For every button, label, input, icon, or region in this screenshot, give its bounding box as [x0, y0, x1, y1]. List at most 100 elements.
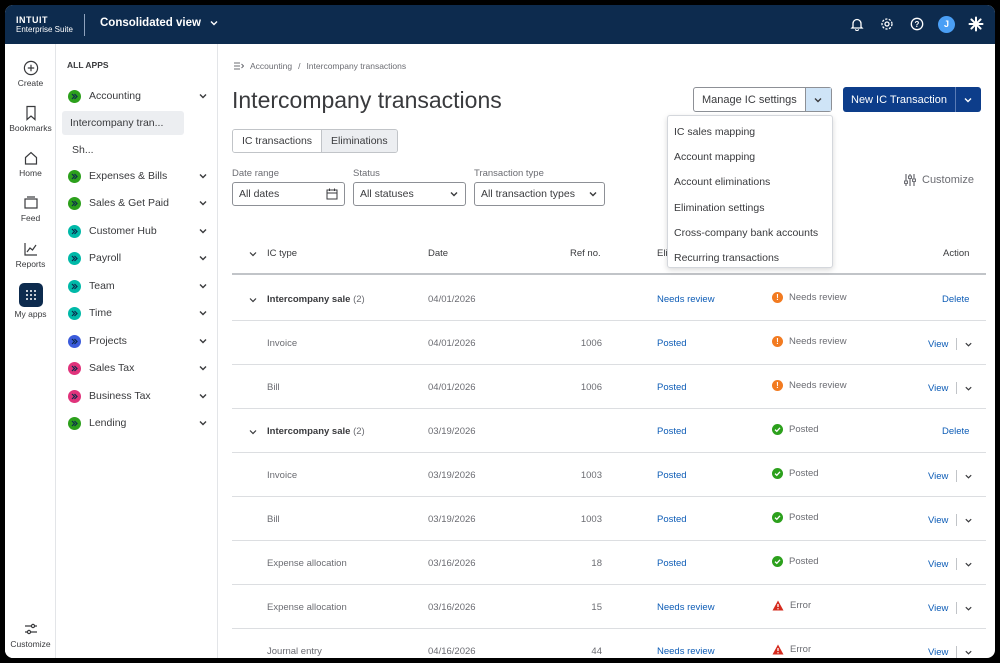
menu-item-ic-sales-mapping[interactable]: IC sales mapping — [674, 125, 756, 138]
new-ic-transaction-button[interactable]: New IC Transaction — [843, 87, 981, 112]
app-item-sales-tax[interactable]: Sales Tax — [64, 356, 210, 380]
status-text: Needs review — [789, 380, 847, 391]
app-item-sales-get-paid[interactable]: Sales & Get Paid — [64, 191, 210, 215]
app-item-time[interactable]: Time — [64, 301, 210, 325]
status-badge: Posted — [772, 512, 819, 523]
menu-item-cross-company-bank[interactable]: Cross-company bank accounts — [674, 226, 819, 239]
col-date[interactable]: Date — [428, 248, 449, 259]
chevron-down-icon[interactable] — [964, 340, 973, 349]
rail-my-apps[interactable]: My apps — [5, 283, 56, 319]
app-item-customer-hub[interactable]: Customer Hub — [64, 219, 210, 243]
app-item-expenses-bills[interactable]: Expenses & Bills — [64, 164, 210, 188]
expand-chevron-icon[interactable] — [249, 428, 257, 436]
row-posting-status[interactable]: Posted — [657, 558, 687, 569]
date-range-input[interactable]: All dates — [232, 182, 345, 206]
col-elim[interactable]: Elim — [657, 248, 675, 259]
view-link[interactable]: View — [928, 602, 949, 614]
view-link[interactable]: View — [928, 470, 949, 482]
chevron-down-icon[interactable] — [964, 472, 973, 481]
home-icon — [24, 151, 37, 165]
table-row[interactable]: Expense allocation 03/16/2026 18 Posted Post… — [232, 541, 986, 585]
app-item-projects[interactable]: Projects — [64, 329, 210, 353]
rail-home[interactable]: Home — [5, 148, 56, 178]
delete-link[interactable]: Delete — [942, 294, 970, 305]
transaction-type-select[interactable]: All transaction types — [474, 182, 605, 206]
chevron-down-icon[interactable] — [964, 604, 973, 613]
bell-icon[interactable] — [848, 15, 866, 33]
chevron-down-icon — [198, 391, 208, 404]
app-item-label: Business Tax — [89, 390, 151, 402]
col-ic-type[interactable]: IC type — [267, 248, 298, 259]
table-row[interactable]: Bill 04/01/2026 1006 Posted! Needs review Vie… — [232, 365, 986, 409]
row-posting-status[interactable]: Posted — [657, 470, 687, 481]
app-item-payroll[interactable]: Payroll — [64, 246, 210, 270]
row-ref: 1006 — [580, 338, 602, 349]
row-posting-status[interactable]: Posted — [657, 426, 687, 437]
sparkle-icon[interactable] — [967, 15, 985, 33]
status-badge: Error — [772, 600, 811, 611]
app-item-accounting[interactable]: Accounting — [64, 84, 210, 108]
error-triangle-icon — [772, 600, 784, 611]
breadcrumb: Accounting / Intercompany transactions — [234, 61, 406, 71]
rail-bookmarks[interactable]: Bookmarks — [5, 103, 56, 133]
table-row[interactable]: Invoice 04/01/2026 1006 Posted! Needs review… — [232, 321, 986, 365]
table-group-row[interactable]: Intercompany sale (2) 03/19/2026 Posted Pos… — [232, 409, 986, 453]
table-row[interactable]: Journal entry 04/16/2026 44 Needs review Err… — [232, 629, 986, 658]
tab-eliminations[interactable]: Eliminations — [322, 130, 397, 152]
status-label: Status — [353, 168, 380, 179]
table-row[interactable]: Invoice 03/19/2026 1003 Posted Posted View — [232, 453, 986, 497]
expand-chevron-icon[interactable] — [249, 296, 257, 304]
row-posting-status[interactable]: Needs review — [657, 294, 715, 305]
avatar[interactable]: J — [938, 15, 955, 33]
view-link[interactable]: View — [928, 514, 949, 526]
view-link[interactable]: View — [928, 558, 949, 570]
row-posting-status[interactable]: Posted — [657, 514, 687, 525]
app-item-intercompany-tran[interactable]: Intercompany tran... — [62, 111, 184, 135]
breadcrumb-accounting[interactable]: Accounting — [250, 61, 293, 71]
row-date: 03/19/2026 — [428, 426, 476, 437]
menu-collapse-icon[interactable] — [234, 62, 244, 70]
collapse-all-icon[interactable] — [249, 250, 257, 258]
menu-item-recurring-transactions[interactable]: Recurring transactions — [674, 252, 780, 265]
app-item-business-tax[interactable]: Business Tax — [64, 384, 210, 408]
chevron-down-icon[interactable] — [964, 648, 973, 657]
customize-button[interactable]: Customize — [903, 173, 974, 187]
col-ref-no[interactable]: Ref no. — [570, 248, 601, 259]
help-icon[interactable]: ? — [908, 15, 926, 33]
chevron-down-icon[interactable] — [964, 516, 973, 525]
app-item-team[interactable]: Team — [64, 274, 210, 298]
rail-create[interactable]: Create — [5, 58, 56, 88]
table-group-row[interactable]: Intercompany sale (2) 04/01/2026 Needs rev… — [232, 277, 986, 321]
row-posting-status[interactable]: Needs review — [657, 602, 715, 613]
row-posting-status[interactable]: Posted — [657, 382, 687, 393]
row-type-label: Intercompany sale — [267, 294, 351, 305]
chevron-down-icon — [198, 91, 208, 104]
row-posting-status[interactable]: Posted — [657, 338, 687, 349]
rail-feed[interactable]: Feed — [5, 193, 56, 223]
delete-link[interactable]: Delete — [942, 426, 970, 437]
company-switcher[interactable]: Consolidated view — [100, 17, 219, 29]
view-link[interactable]: View — [928, 338, 949, 350]
chevron-down-icon — [198, 226, 208, 239]
view-link[interactable]: View — [928, 382, 949, 394]
tab-ic-transactions[interactable]: IC transactions — [233, 130, 323, 152]
manage-ic-settings-button[interactable]: Manage IC settings — [693, 87, 832, 112]
chevron-down-icon[interactable] — [964, 560, 973, 569]
table-row[interactable]: Expense allocation 03/16/2026 15 Needs revi… — [232, 585, 986, 629]
gear-icon[interactable] — [878, 15, 896, 33]
chevron-down-icon[interactable] — [964, 384, 973, 393]
rail-reports[interactable]: Reports — [5, 239, 56, 269]
view-link[interactable]: View — [928, 646, 949, 658]
rail-my-apps-label: My apps — [14, 309, 47, 319]
menu-item-account-eliminations[interactable]: Account eliminations — [674, 176, 771, 189]
table-row[interactable]: Bill 03/19/2026 1003 Posted Posted View — [232, 497, 986, 541]
new-dropdown-toggle[interactable] — [954, 87, 981, 112]
menu-item-elimination-settings[interactable]: Elimination settings — [674, 201, 765, 214]
app-item-lending[interactable]: Lending — [64, 411, 210, 435]
status-select[interactable]: All statuses — [353, 182, 466, 206]
row-posting-status[interactable]: Needs review — [657, 646, 715, 657]
manage-dropdown-toggle[interactable] — [804, 88, 831, 111]
menu-item-account-mapping[interactable]: Account mapping — [674, 150, 756, 163]
app-item-sh[interactable]: Sh... — [64, 138, 210, 162]
rail-customize[interactable]: Customize — [5, 619, 56, 649]
